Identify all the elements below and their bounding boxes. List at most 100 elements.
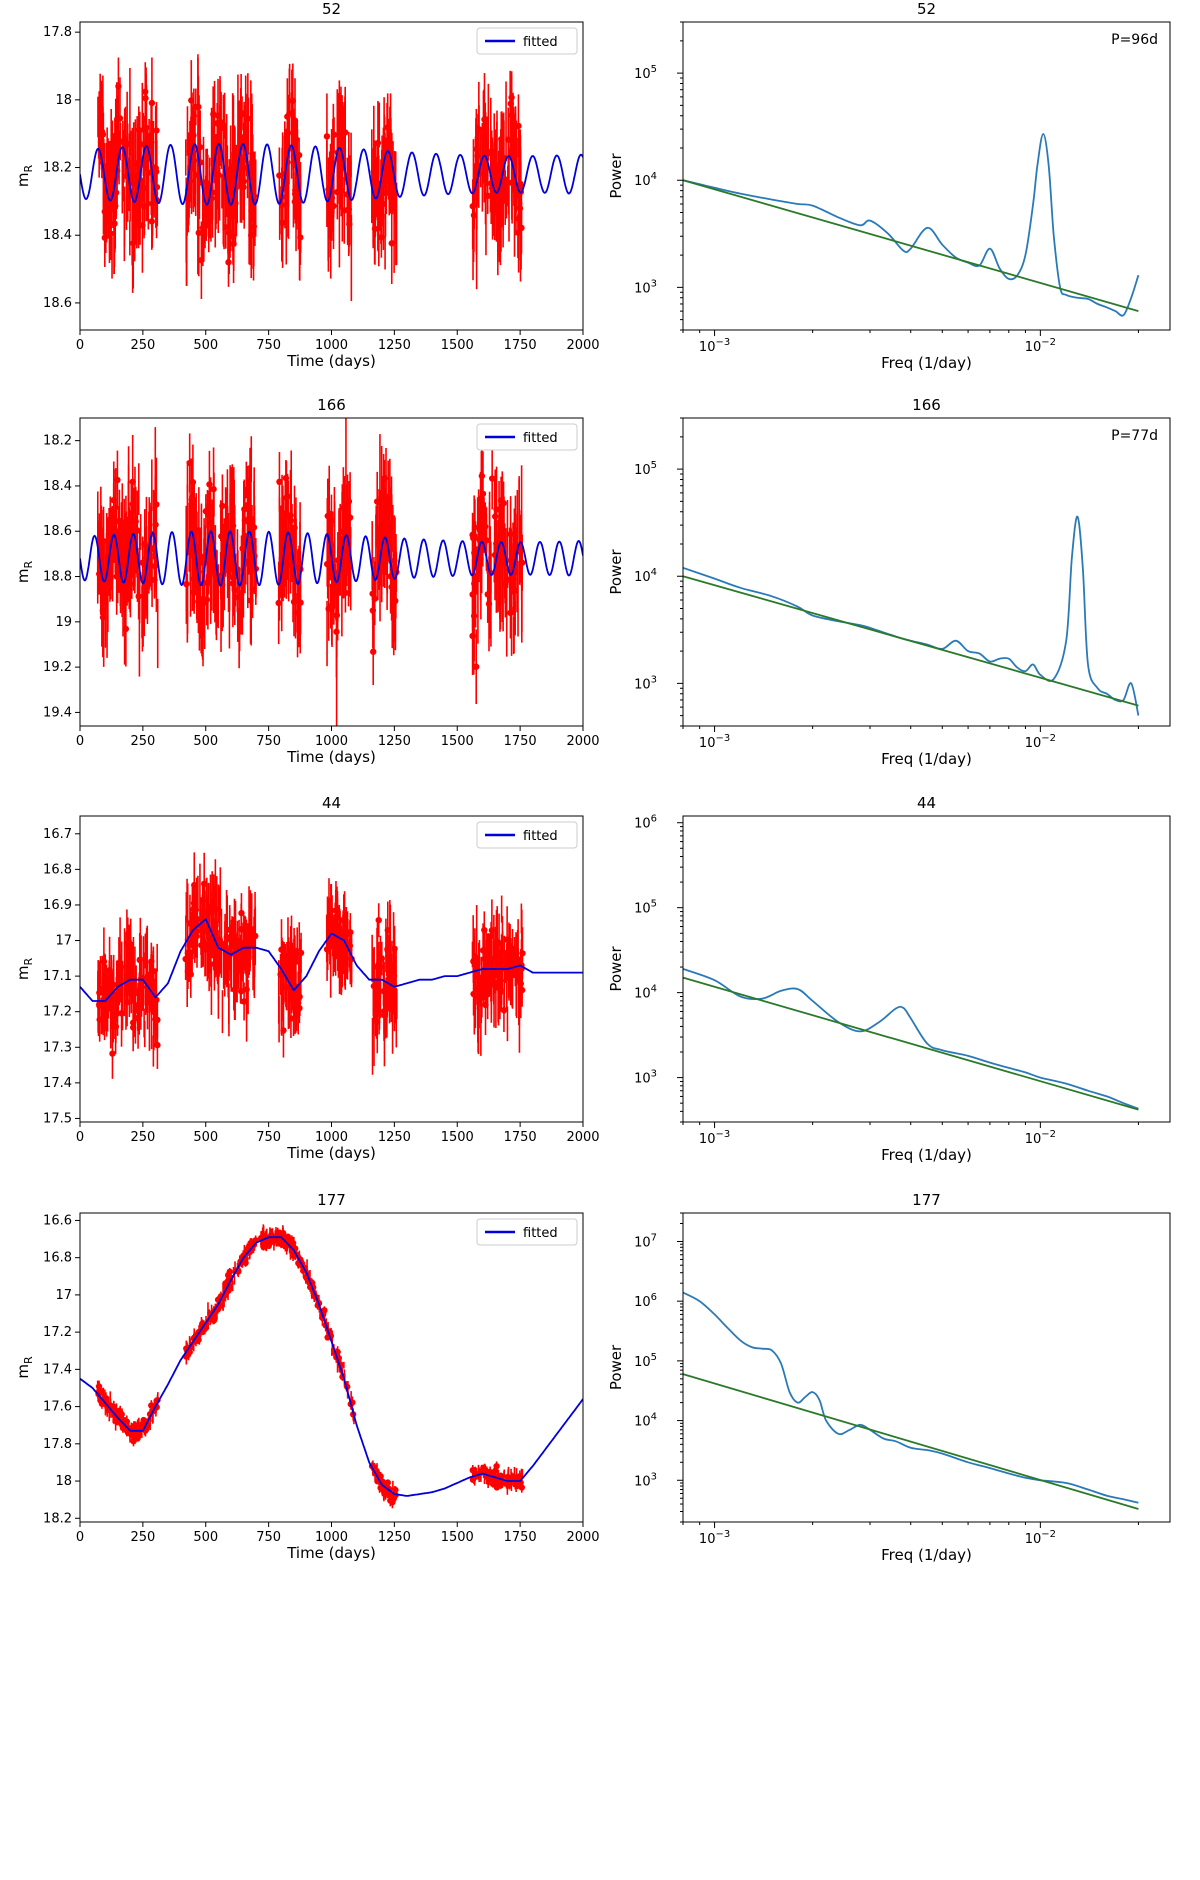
y-tick-label: 18.4 — [43, 228, 72, 243]
y-tick-label: 17.4 — [43, 1362, 72, 1377]
plot-area — [80, 1224, 583, 1509]
x-tick-label: 750 — [256, 1130, 281, 1145]
y-tick-label: 18.2 — [43, 1511, 72, 1526]
data-point — [387, 972, 394, 979]
data-point — [112, 1010, 119, 1017]
data-point — [135, 593, 142, 600]
y-tick-label: 104 — [634, 171, 657, 189]
data-point — [187, 971, 194, 978]
y-tick-label: 16.8 — [43, 862, 72, 877]
y-tick-exponent: 3 — [651, 1471, 657, 1482]
data-point — [516, 976, 523, 984]
y-axis-label-subscript: R — [22, 958, 35, 966]
y-tick-label: 17 — [55, 1288, 72, 1303]
y-tick-label: 18 — [55, 1474, 72, 1489]
data-point — [284, 113, 291, 120]
x-tick-label: 1000 — [315, 338, 348, 353]
data-point — [333, 628, 340, 635]
data-point — [384, 495, 392, 503]
fitted-line — [80, 142, 583, 206]
x-tick-label: 1500 — [441, 338, 474, 353]
x-tick-label: 500 — [193, 338, 218, 353]
legend-label: fitted — [523, 829, 558, 844]
x-tick-label: 1250 — [378, 338, 411, 353]
data-point — [226, 1268, 233, 1276]
period-annotation: P=96d — [1111, 32, 1158, 48]
legend-label: fitted — [523, 1226, 558, 1241]
x-tick-label: 10−3 — [699, 733, 730, 751]
data-point — [132, 160, 139, 167]
data-point — [370, 648, 377, 655]
plot-area — [80, 852, 583, 1079]
y-tick-label: 103 — [634, 278, 657, 296]
data-point — [378, 234, 385, 241]
y-tick-label: 17.3 — [43, 1040, 72, 1055]
data-point — [276, 478, 283, 486]
data-point — [480, 521, 488, 529]
x-tick-label: 750 — [256, 734, 281, 749]
x-tick-label: 250 — [130, 338, 155, 353]
data-point — [493, 938, 501, 945]
data-point — [328, 517, 335, 525]
data-point — [324, 560, 331, 568]
data-point — [129, 500, 136, 508]
data-point — [278, 946, 285, 953]
data-point — [201, 908, 208, 915]
data-point — [337, 125, 344, 133]
x-tick-label: 10−3 — [699, 1129, 730, 1147]
data-point — [374, 139, 382, 147]
y-tick-label: 105 — [634, 1352, 657, 1370]
data-point — [492, 1467, 499, 1474]
data-point — [195, 229, 202, 237]
y-tick-label: 19.2 — [43, 660, 72, 675]
panel-title: 166 — [912, 396, 941, 414]
data-point — [113, 990, 120, 998]
legend-label: fitted — [523, 431, 558, 446]
data-point — [491, 513, 499, 520]
x-tick-label: 2000 — [566, 734, 599, 749]
x-tick-label: 10−2 — [1025, 1129, 1056, 1147]
x-tick-label: 750 — [256, 338, 281, 353]
data-point — [469, 632, 476, 640]
data-point — [130, 526, 138, 533]
legend-label: fitted — [523, 35, 558, 50]
data-point — [380, 1008, 388, 1015]
x-tick-label: 0 — [76, 1530, 84, 1545]
data-point — [102, 204, 110, 212]
data-point — [493, 506, 500, 513]
y-tick-label: 105 — [634, 460, 657, 478]
powerlaw-fit-line — [682, 1373, 1139, 1510]
x-axis-label: Time (days) — [286, 748, 376, 766]
y-tick-exponent: 4 — [651, 567, 657, 578]
data-point — [186, 920, 194, 927]
data-point — [96, 1000, 103, 1008]
data-point — [270, 1237, 277, 1244]
x-tick-exponent: −3 — [715, 733, 730, 744]
y-axis-label: mR — [14, 958, 35, 981]
data-point — [109, 1050, 116, 1057]
data-point — [260, 1243, 267, 1250]
data-point — [189, 479, 197, 486]
data-point — [508, 972, 516, 979]
y-tick-exponent: 3 — [651, 674, 657, 685]
y-tick-exponent: 5 — [651, 64, 657, 75]
y-tick-exponent: 3 — [651, 1069, 657, 1080]
data-point — [147, 138, 155, 146]
axes-frame — [682, 417, 1171, 727]
fitted-line — [80, 917, 583, 1002]
x-tick-label: 2000 — [566, 1130, 599, 1145]
panel-title: 44 — [917, 794, 936, 812]
x-tick-label: 1250 — [378, 1130, 411, 1145]
data-point — [515, 122, 522, 130]
data-point — [518, 559, 526, 566]
x-tick-label: 10−2 — [1025, 1529, 1056, 1547]
data-point — [477, 514, 484, 521]
data-point — [231, 586, 238, 594]
y-tick-exponent: 4 — [651, 1412, 657, 1423]
data-point — [481, 926, 488, 934]
lightcurve-panel-44: 44 0 250 500 750 1000 1250 1500 1750 2000 16.7 16.8… — [14, 794, 600, 1162]
psd-curve — [682, 1291, 1139, 1504]
data-point — [240, 998, 248, 1005]
x-axis-label: Time (days) — [286, 1544, 376, 1562]
data-point — [220, 122, 227, 129]
